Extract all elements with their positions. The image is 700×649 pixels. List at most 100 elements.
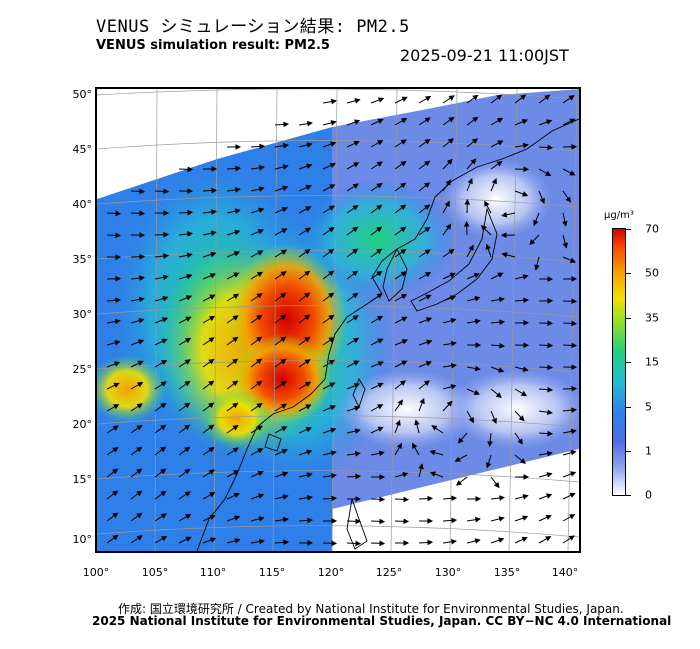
wind-arrow-head bbox=[400, 139, 407, 145]
wind-arrow-head bbox=[546, 493, 553, 499]
wind-arrow-head bbox=[376, 315, 384, 322]
wind-arrow-head bbox=[256, 403, 263, 409]
wind-arrow-head bbox=[184, 424, 191, 431]
wind-arrow-head bbox=[522, 515, 529, 521]
wind-arrow-head bbox=[534, 264, 540, 271]
wind-arrow-head bbox=[329, 382, 336, 388]
wind-arrow-head bbox=[209, 537, 217, 543]
wind-arrow-head bbox=[114, 340, 121, 346]
wind-arrow-head bbox=[571, 320, 578, 327]
wind-arrow-head bbox=[112, 512, 119, 519]
wind-arrow-head bbox=[403, 518, 410, 525]
wind-arrow-head bbox=[209, 492, 216, 498]
coastline-hainan bbox=[264, 433, 282, 452]
wind-arrow-head bbox=[547, 364, 554, 371]
wind-arrow-head bbox=[306, 163, 313, 169]
lat-tick-35: 35° bbox=[72, 253, 93, 266]
wind-arrow-head bbox=[304, 249, 311, 255]
wind-arrow-head bbox=[112, 425, 119, 431]
colorbar-tick-50: 50 bbox=[645, 266, 659, 280]
wind-arrow-head bbox=[491, 417, 497, 425]
wind-arrow-head bbox=[539, 197, 545, 205]
wind-arrow-head bbox=[571, 385, 578, 392]
wind-arrow-head bbox=[446, 400, 453, 407]
wind-arrow-head bbox=[424, 226, 431, 233]
wind-arrow-head bbox=[307, 517, 314, 524]
wind-arrow-head bbox=[400, 293, 408, 300]
wind-arrow-head bbox=[352, 226, 359, 233]
wind-arrow-head bbox=[544, 94, 551, 101]
wind-arrow-head bbox=[256, 293, 263, 299]
wind-arrow-head bbox=[487, 441, 493, 448]
wind-arrow-head bbox=[186, 273, 193, 280]
title-japanese: VENUS シミュレーション結果: PM2.5 bbox=[96, 17, 410, 37]
colorbar-tick-70: 70 bbox=[645, 222, 659, 236]
wind-arrow-head bbox=[429, 471, 436, 477]
wind-arrow-head bbox=[115, 210, 122, 217]
wind-arrow-head bbox=[184, 491, 191, 497]
wind-arrow-head bbox=[493, 481, 500, 489]
wind-arrow-head bbox=[427, 495, 434, 502]
wind-arrow-head bbox=[160, 490, 167, 497]
lon-tick-100: 100° bbox=[82, 566, 110, 579]
wind-arrow-head bbox=[112, 468, 119, 475]
wind-arrow-head bbox=[282, 164, 289, 170]
wind-arrow-head bbox=[256, 314, 263, 321]
wind-arrow-head bbox=[304, 292, 311, 299]
wind-arrow-head bbox=[355, 473, 362, 480]
coastline-japan bbox=[410, 207, 498, 312]
wind-arrow-head bbox=[233, 251, 241, 257]
wind-arrow-head bbox=[451, 538, 457, 545]
wind-arrow-head bbox=[305, 184, 312, 191]
wind-arrow-head bbox=[184, 359, 191, 365]
wind-arrow-head bbox=[355, 518, 362, 525]
wind-arrow-head bbox=[352, 204, 359, 211]
colorbar-tick-0: 0 bbox=[645, 488, 652, 502]
wind-arrow-head bbox=[562, 242, 568, 249]
wind-arrow-head bbox=[401, 96, 408, 102]
wind-arrow-head bbox=[376, 161, 383, 167]
wind-arrow-head bbox=[352, 292, 359, 299]
wind-arrow-head bbox=[304, 227, 312, 233]
wind-arrow-head bbox=[235, 187, 241, 193]
wind-arrow-head bbox=[377, 404, 384, 410]
wind-arrow-head bbox=[354, 119, 361, 125]
wind-arrow-head bbox=[208, 446, 215, 453]
wind-arrow-head bbox=[377, 140, 384, 146]
colorbar-mark bbox=[626, 318, 631, 319]
wind-arrow-head bbox=[330, 141, 337, 147]
wind-arrow-head bbox=[280, 358, 287, 365]
wind-arrow-head bbox=[355, 540, 362, 547]
wind-arrow-head bbox=[352, 248, 359, 255]
wind-arrow-head bbox=[330, 450, 337, 456]
wind-arrow-head bbox=[353, 360, 360, 366]
wind-arrow-head bbox=[137, 382, 144, 388]
wind-arrow-head bbox=[379, 474, 386, 480]
wind-arrow-head bbox=[418, 463, 424, 470]
wind-arrow-head bbox=[138, 296, 145, 303]
wind-arrow-head bbox=[464, 198, 471, 205]
wind-arrow-head bbox=[113, 361, 121, 367]
wind-arrow-head bbox=[208, 402, 215, 409]
wind-arrow-head bbox=[304, 359, 311, 365]
wind-arrow-head bbox=[497, 272, 504, 278]
wind-arrow-head bbox=[137, 360, 144, 366]
wind-arrow-head bbox=[353, 383, 361, 389]
wind-arrow-head bbox=[208, 469, 215, 475]
wind-arrow-head bbox=[569, 257, 576, 263]
wind-arrow-head bbox=[283, 539, 290, 546]
wind-arrow-head bbox=[258, 207, 265, 214]
wind-arrow-head bbox=[233, 492, 240, 498]
wind-arrow-head bbox=[136, 446, 143, 453]
wind-arrow-head bbox=[160, 468, 167, 475]
wind-arrow-head bbox=[184, 468, 191, 475]
colorbar-unit: μg/m³ bbox=[604, 210, 634, 221]
wind-arrow-head bbox=[209, 294, 216, 300]
wind-arrow-head bbox=[545, 119, 553, 125]
wind-arrow-head bbox=[520, 94, 527, 101]
wind-arrow-head bbox=[352, 183, 359, 189]
wind-arrow-head bbox=[499, 342, 506, 349]
wind-arrow-head bbox=[474, 318, 481, 325]
coastline-korea bbox=[382, 247, 408, 302]
wind-arrow-head bbox=[112, 534, 119, 541]
